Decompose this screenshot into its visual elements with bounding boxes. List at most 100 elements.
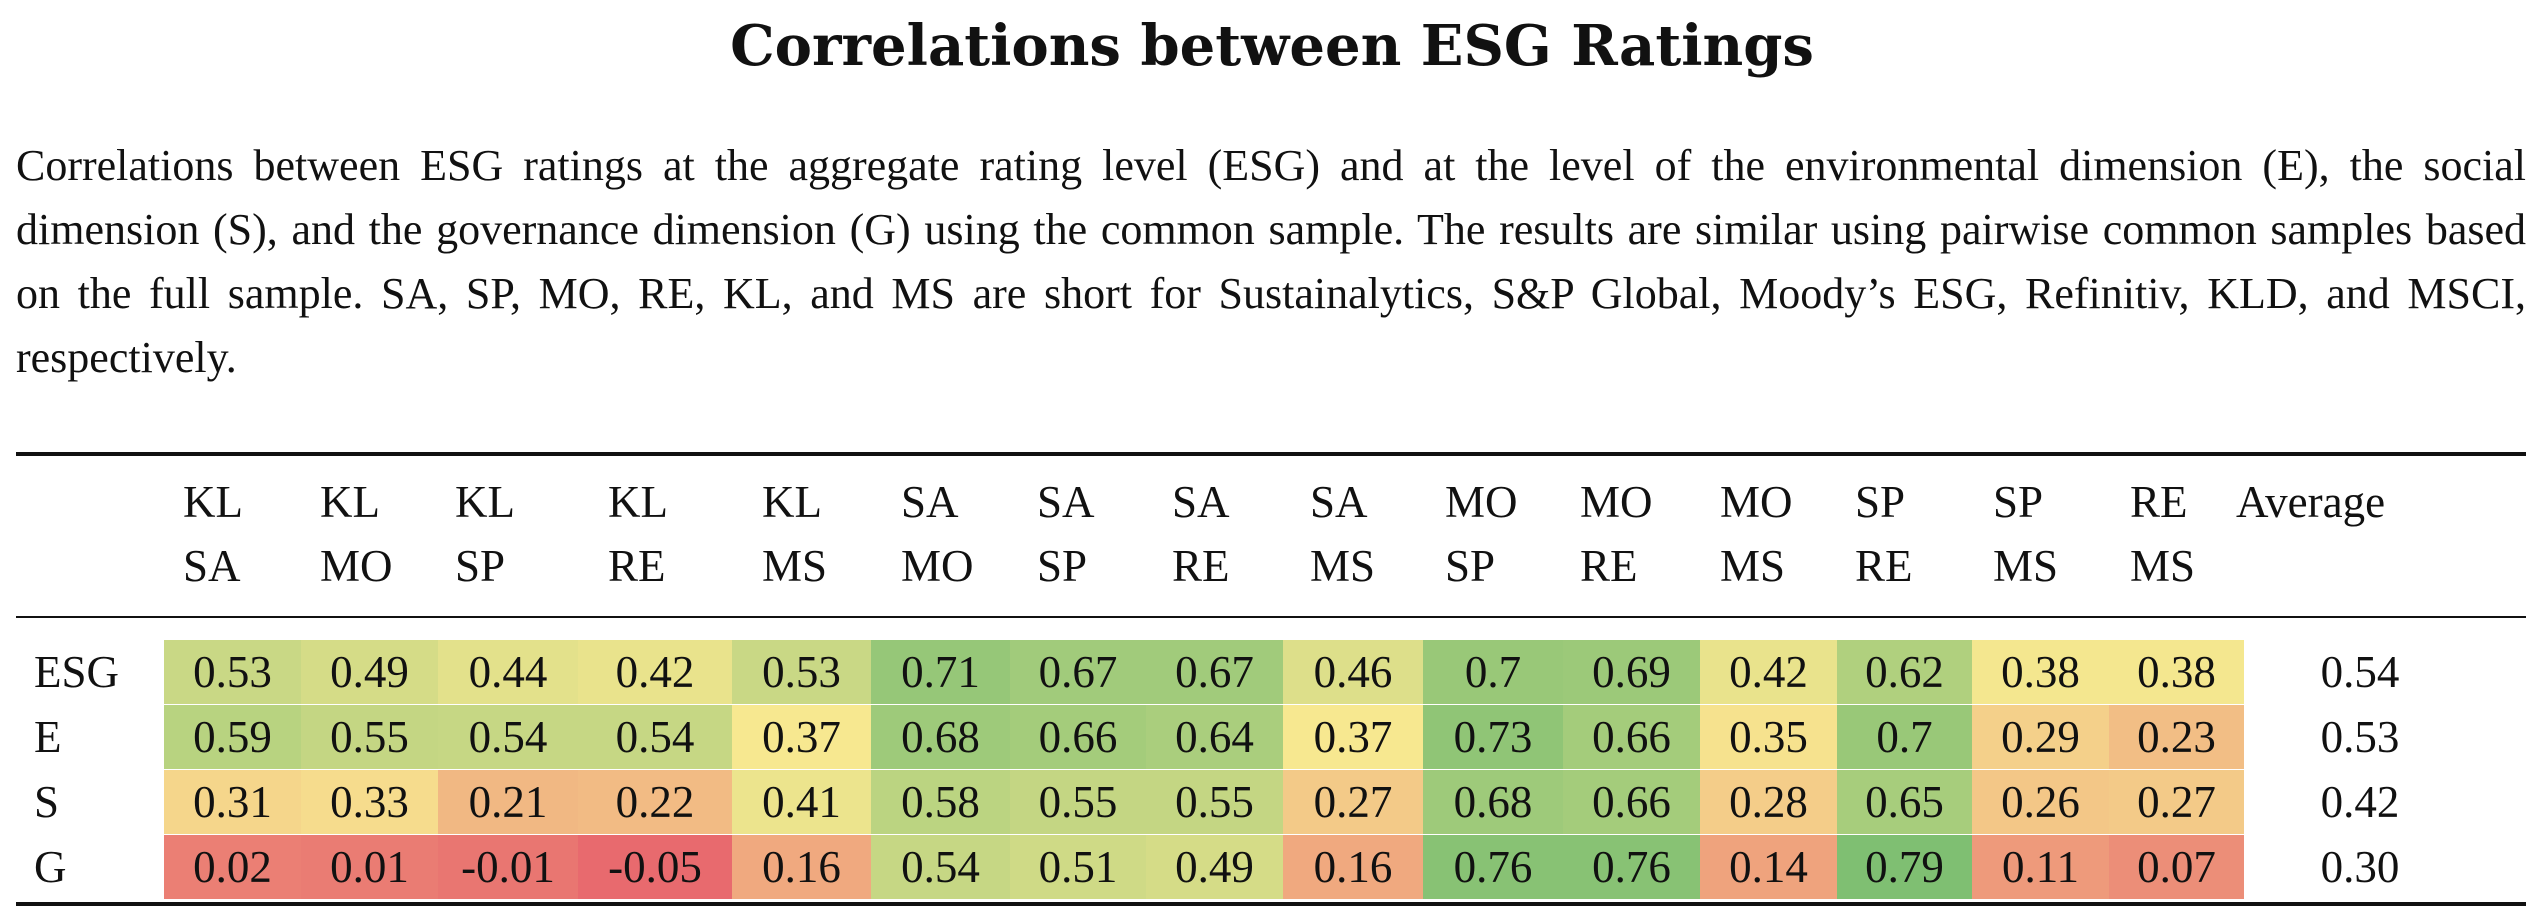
column-header: SA RE — [1172, 470, 1292, 598]
heatmap-cell: 0.16 — [1283, 835, 1423, 899]
heatmap-cell: 0.55 — [301, 705, 438, 769]
heatmap-cell: 0.73 — [1423, 705, 1563, 769]
heatmap-cell: 0.28 — [1700, 770, 1837, 834]
heatmap-cell: 0.07 — [2109, 835, 2244, 899]
column-header-top: MO — [1580, 477, 1653, 527]
heatmap-cell: 0.44 — [438, 640, 578, 704]
heatmap-cell: 0.55 — [1010, 770, 1146, 834]
heatmap-cell: 0.01 — [301, 835, 438, 899]
heatmap-cell: 0.22 — [578, 770, 732, 834]
heatmap-cell: 0.7 — [1837, 705, 1972, 769]
column-header: RE MS — [2130, 470, 2250, 598]
column-header: MO RE — [1580, 470, 1700, 598]
heatmap-cell: 0.49 — [301, 640, 438, 704]
heatmap-cell: 0.51 — [1010, 835, 1146, 899]
heatmap-cell: 0.29 — [1972, 705, 2109, 769]
row-label: S — [34, 777, 60, 827]
column-header: KL SP — [455, 470, 575, 598]
heatmap-cell: 0.58 — [871, 770, 1010, 834]
column-header-top: SA — [901, 477, 959, 527]
heatmap-cell: 0.66 — [1010, 705, 1146, 769]
average-cell: 0.53 — [2320, 712, 2400, 762]
heatmap-cell: 0.02 — [164, 835, 301, 899]
column-header-bottom: MO — [320, 541, 393, 591]
heatmap-cell: 0.62 — [1837, 640, 1972, 704]
heatmap-cell: 0.42 — [578, 640, 732, 704]
heatmap-cell: 0.69 — [1563, 640, 1700, 704]
column-header-bottom: RE — [1580, 541, 1638, 591]
column-header-top: MO — [1720, 477, 1793, 527]
column-header-bottom: MO — [901, 541, 974, 591]
heatmap-cell: 0.53 — [732, 640, 871, 704]
column-header-bottom: SP — [1445, 541, 1496, 591]
heatmap-cell: 0.71 — [871, 640, 1010, 704]
column-header-top: SP — [1993, 477, 2044, 527]
heatmap-cell: 0.38 — [2109, 640, 2244, 704]
heatmap-cell: 0.76 — [1423, 835, 1563, 899]
column-header: MO MS — [1720, 470, 1840, 598]
heatmap-cell: 0.37 — [732, 705, 871, 769]
column-header: SA MS — [1310, 470, 1430, 598]
column-header: SA SP — [1037, 470, 1157, 598]
table-header-rule — [16, 616, 2526, 618]
table-bottom-rule — [16, 902, 2526, 906]
column-header: SP RE — [1855, 470, 1975, 598]
column-header: MO SP — [1445, 470, 1565, 598]
column-header: KL SA — [183, 470, 303, 598]
row-label: ESG — [34, 647, 120, 697]
column-header-top: MO — [1445, 477, 1518, 527]
heatmap-cell: 0.7 — [1423, 640, 1563, 704]
average-cell: 0.54 — [2320, 647, 2400, 697]
heatmap-cell: 0.26 — [1972, 770, 2109, 834]
heatmap-cell: 0.16 — [732, 835, 871, 899]
heatmap-cell: 0.59 — [164, 705, 301, 769]
column-header: KL MO — [320, 470, 440, 598]
heatmap-cell: 0.79 — [1837, 835, 1972, 899]
column-header-bottom: SP — [1037, 541, 1088, 591]
heatmap-cell: 0.68 — [871, 705, 1010, 769]
average-cell: 0.42 — [2320, 777, 2400, 827]
heatmap-cell: 0.54 — [871, 835, 1010, 899]
column-header-top: SP — [1855, 477, 1906, 527]
heatmap-cell: 0.11 — [1972, 835, 2109, 899]
column-header: KL RE — [608, 470, 728, 598]
column-header-bottom: MS — [1310, 541, 1376, 591]
heatmap-cell: 0.33 — [301, 770, 438, 834]
table-top-rule — [16, 452, 2526, 456]
column-header-bottom: MS — [762, 541, 828, 591]
column-header-bottom: RE — [608, 541, 666, 591]
heatmap-cell: 0.53 — [164, 640, 301, 704]
heatmap-cell: 0.27 — [2109, 770, 2244, 834]
column-header-bottom: SA — [183, 541, 241, 591]
column-header-top: KL — [183, 477, 243, 527]
heatmap-cell: 0.55 — [1146, 770, 1283, 834]
column-header-top: SA — [1172, 477, 1230, 527]
heatmap-cell: 0.66 — [1563, 705, 1700, 769]
column-header: SP MS — [1993, 470, 2113, 598]
heatmap-cell: 0.35 — [1700, 705, 1837, 769]
column-header-bottom: RE — [1172, 541, 1230, 591]
column-header: KL MS — [762, 470, 882, 598]
heatmap-cell: 0.49 — [1146, 835, 1283, 899]
heatmap-cell: 0.54 — [578, 705, 732, 769]
column-header-bottom: MS — [1993, 541, 2059, 591]
heatmap-cell: -0.01 — [438, 835, 578, 899]
heatmap-cell: 0.37 — [1283, 705, 1423, 769]
row-label: G — [34, 842, 67, 892]
average-header: Average — [2236, 477, 2386, 527]
heatmap-cell: 0.27 — [1283, 770, 1423, 834]
heatmap-cell: 0.42 — [1700, 640, 1837, 704]
heatmap-cell: 0.14 — [1700, 835, 1837, 899]
table-caption: Correlations between ESG ratings at the … — [16, 141, 2526, 382]
column-header-top: KL — [320, 477, 380, 527]
heatmap-cell: 0.31 — [164, 770, 301, 834]
column-header-top: RE — [2130, 477, 2188, 527]
column-header-bottom: MS — [2130, 541, 2196, 591]
average-cell: 0.30 — [2320, 842, 2400, 892]
heatmap-cell: 0.41 — [732, 770, 871, 834]
heatmap-cell: 0.64 — [1146, 705, 1283, 769]
heatmap-cell: 0.66 — [1563, 770, 1700, 834]
column-header-top: KL — [608, 477, 668, 527]
heatmap-cell: -0.05 — [578, 835, 732, 899]
heatmap-cell: 0.67 — [1146, 640, 1283, 704]
